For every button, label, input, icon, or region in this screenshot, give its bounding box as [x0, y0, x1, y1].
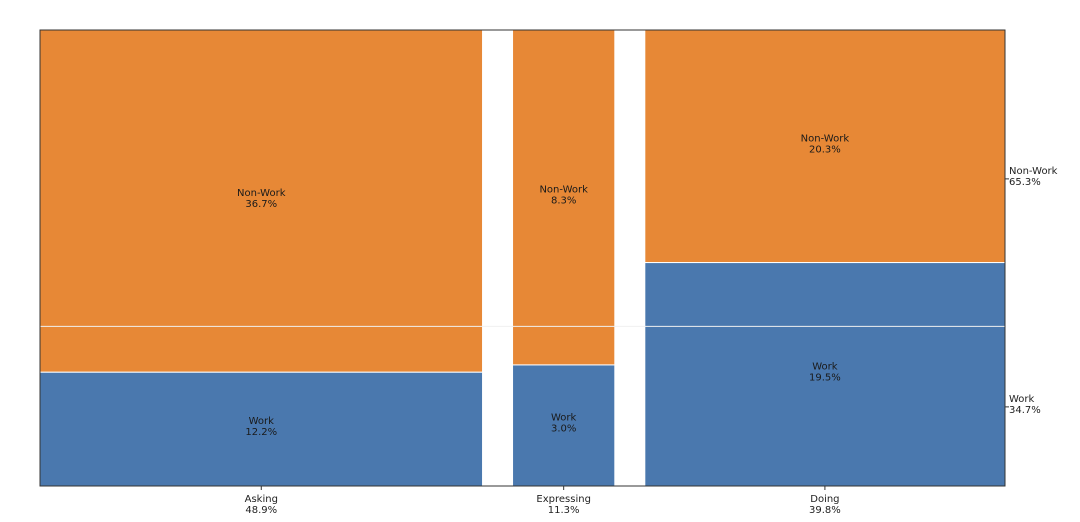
right-label-work: Work 34.7% — [1009, 394, 1041, 416]
x-tick-label-asking: Asking 48.9% — [245, 494, 278, 516]
tile-doing-work — [644, 262, 1006, 487]
tile-asking-work — [39, 371, 484, 487]
cell-label-doing-work: Work 19.5% — [809, 361, 841, 383]
plot-frame — [39, 29, 1006, 487]
x-tick-label-doing: Doing 39.8% — [809, 494, 841, 516]
cell-label-expressing-non-work: Non-Work 8.3% — [539, 184, 588, 206]
tile-asking-non-work — [39, 29, 484, 373]
cell-label-asking-work: Work 12.2% — [245, 416, 277, 438]
x-tick-label-expressing: Expressing 11.3% — [536, 494, 591, 516]
right-label-non-work: Non-Work 65.3% — [1009, 166, 1058, 188]
cell-label-asking-non-work: Non-Work 36.7% — [237, 188, 286, 210]
cell-label-expressing-work: Work 3.0% — [551, 412, 577, 434]
cell-label-doing-non-work: Non-Work 20.3% — [801, 133, 850, 155]
tile-doing-non-work — [644, 29, 1006, 264]
